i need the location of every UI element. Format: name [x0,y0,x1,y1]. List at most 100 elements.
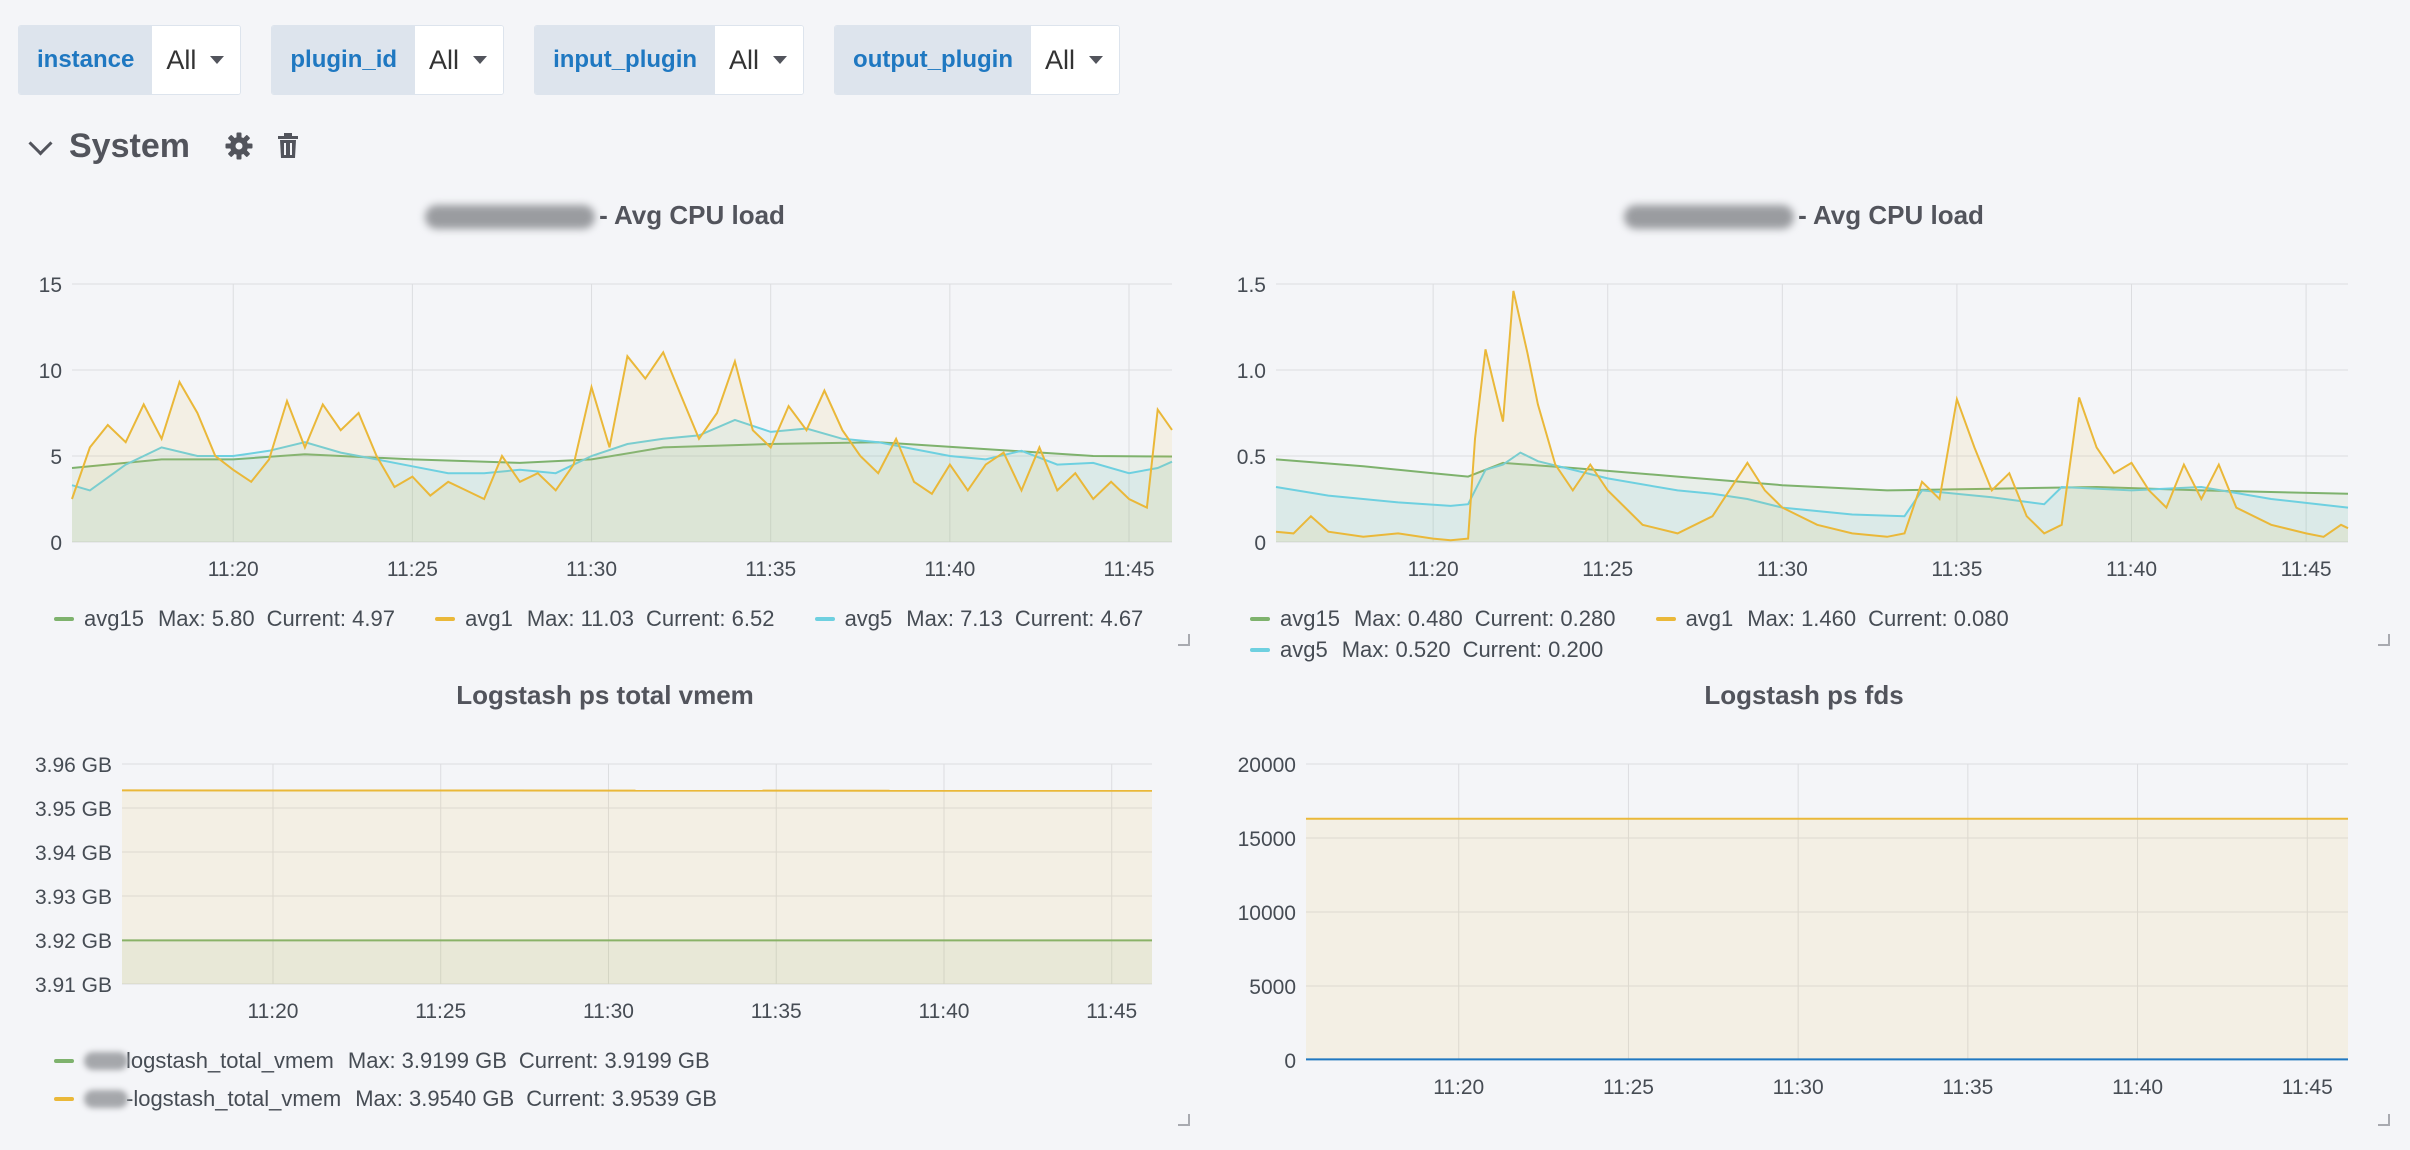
panel-avg-cpu-load-2: - Avg CPU load 0 0.5 1.0 1.5 11:20 11:25 11:30… [1218,200,2390,662]
series-line-avg5[interactable] [1275,451,2349,518]
series-line-avg15[interactable] [1275,458,2349,495]
legend: avg15 Max: 5.80 Current: 4.97 avg1 Max: 11.… [54,601,1177,632]
redacted-hostname [1624,205,1795,230]
variable-value: All [166,44,197,75]
panel-title[interactable]: Logstash ps total vmem [456,680,754,710]
caret-down-icon [773,56,788,64]
x-tick-label: 11:20 [1433,1076,1484,1099]
variable-label-input-plugin[interactable]: input_plugin [535,26,716,94]
series-area-avg15 [72,442,1172,542]
caret-down-icon [210,56,225,64]
y-tick-label: 1.0 [1237,360,1266,383]
x-tick-label: 11:20 [208,558,259,581]
series-max: Max: 5.80 [157,606,255,631]
series-area-avg5 [72,419,1172,542]
series-name: avg1 [1685,606,1734,631]
legend-item-avg15[interactable]: avg15 Max: 0.480 Current: 0.280 [1250,606,1627,632]
series-line-avg5[interactable] [71,418,1173,492]
variable-label-output-plugin[interactable]: output_plugin [835,26,1031,94]
variable-select-plugin-id[interactable]: All [415,26,504,94]
x-tick-label: 11:45 [2282,1076,2333,1099]
x-tick-label: 11:25 [387,558,438,581]
series-max: Max: 3.9540 GB [355,1086,515,1111]
variable-label-instance[interactable]: instance [19,26,153,94]
variable-plugin-id: plugin_id All [271,25,505,95]
redacted-host [84,1090,128,1108]
variable-select-instance[interactable]: All [152,26,241,94]
panel-logstash-fds: Logstash ps fds 0 5000 10000 15000 20000 11:2… [1218,680,2390,1135]
series-current: Current: 0.280 [1474,606,1616,631]
variable-instance: instance All [18,25,242,95]
x-tick-label: 11:35 [751,1000,802,1023]
series-swatch [814,617,835,621]
variable-select-output-plugin[interactable]: All [1031,26,1120,94]
series-name: avg15 [1280,606,1340,631]
legend-item-avg5[interactable]: avg5 Max: 0.520 Current: 0.200 [1250,637,1615,663]
y-tick-label: 3.91 GB [35,974,112,997]
series-swatch [54,1059,74,1063]
panel-avg-cpu-load-1: - Avg CPU load 0 5 10 15 11:20 11:25 11:30 11:3… [20,200,1190,650]
series-max: Max: 11.03 [526,606,635,631]
trash-icon[interactable] [276,132,300,160]
y-tick-label: 3.94 GB [35,842,112,865]
series-swatch [1250,648,1270,652]
row-title[interactable]: System [69,126,190,165]
series-name: avg1 [465,606,513,631]
variable-output-plugin: output_plugin All [834,25,1121,95]
panel-title[interactable]: Logstash ps fds [1704,680,1904,710]
series-swatch [1655,617,1676,621]
x-tick-label: 11:45 [1086,1000,1137,1023]
x-tick-label: 11:20 [1408,558,1459,581]
y-tick-label: 0.5 [1237,446,1266,469]
y-tick-label: 5000 [1249,976,1296,999]
series-area-avg15 [1276,459,2348,542]
series-area-logstash_total_vmem [122,940,1152,984]
series-swatch [1250,617,1270,621]
x-tick-label: 11:35 [1931,558,1982,581]
variable-input-plugin: input_plugin All [534,25,805,95]
legend: avg15 Max: 0.480 Current: 0.280 avg1 Max: 1… [1250,601,2390,663]
variable-label-plugin-id[interactable]: plugin_id [272,26,416,94]
legend-item-avg5[interactable]: avg5 Max: 7.13 Current: 4.67 [814,606,1156,632]
series-line-avg1[interactable] [71,350,1173,510]
panel-resize-handle[interactable] [2378,634,2390,646]
y-tick-label: 15000 [1238,828,1296,851]
series-current: Current: 6.52 [646,606,775,631]
chevron-down-icon[interactable] [28,130,53,156]
row-header: System [28,122,322,170]
x-tick-label: 11:30 [1757,558,1808,581]
series-line-avg15[interactable] [71,441,1173,469]
series-current: Current: 0.080 [1868,606,2009,631]
panel-resize-handle[interactable] [1178,1114,1190,1126]
panel-title[interactable]: - Avg CPU load [20,200,1190,231]
legend-item-avg15[interactable]: avg15 Max: 5.80 Current: 4.97 [54,606,407,632]
series-area-series-0 [1306,818,2348,1060]
x-tick-label: 11:25 [1603,1076,1654,1099]
chart-avg-cpu-load-2: 0 0.5 1.0 1.5 11:20 11:25 11:30 11:35 11:40 11:45 [1237,274,2349,581]
series-area-avg5 [1276,452,2348,542]
gear-icon[interactable] [224,131,254,161]
variable-select-input-plugin[interactable]: All [715,26,804,94]
series-current: Current: 3.9199 GB [518,1048,710,1073]
legend: logstash_total_vmem Max: 3.9199 GB Current… [54,1042,729,1118]
y-tick-label: 3.96 GB [35,754,112,777]
redacted-hostname [425,205,596,230]
legend-item-avg1[interactable]: avg1 Max: 11.03 Current: 6.52 [435,606,786,632]
legend-item-avg1[interactable]: avg1 Max: 1.460 Current: 0.080 [1655,606,2021,632]
template-variables-bar: instance All plugin_id All input_plugin … [18,25,1121,95]
panel-title[interactable]: - Avg CPU load [1218,200,2390,231]
panel-resize-handle[interactable] [2378,1114,2390,1126]
y-tick-label: 5 [50,446,62,469]
series-max: Max: 3.9199 GB [347,1048,507,1073]
series-line-avg1[interactable] [1275,290,2349,542]
series-current: Current: 3.9539 GB [526,1086,717,1111]
y-tick-label: 10000 [1238,902,1296,925]
legend-item-vmem-2[interactable]: -logstash_total_vmem Max: 3.9540 GB Curren… [54,1080,729,1118]
x-tick-label: 11:30 [1773,1076,1824,1099]
series-area-avg1 [72,352,1172,542]
panel-resize-handle[interactable] [1178,634,1190,646]
x-tick-label: 11:35 [745,558,796,581]
series-max: Max: 0.520 [1341,637,1451,662]
legend-item-vmem-1[interactable]: logstash_total_vmem Max: 3.9199 GB Current… [54,1042,729,1080]
redacted-host [84,1052,128,1070]
